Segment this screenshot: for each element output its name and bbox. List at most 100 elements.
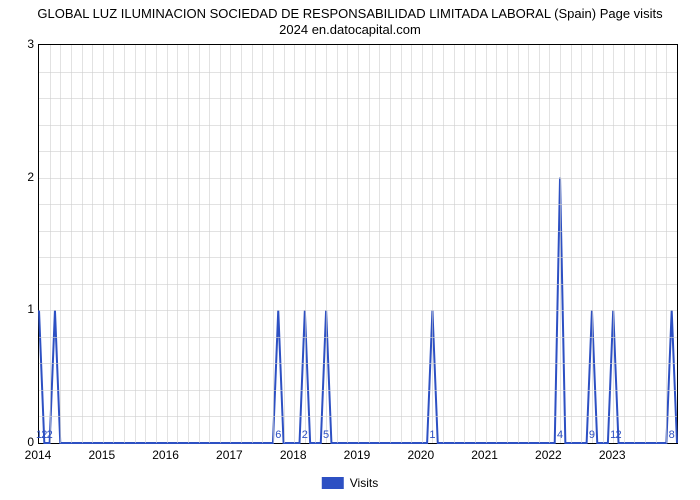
grid-horizontal	[39, 178, 677, 179]
grid-vertical	[634, 45, 635, 443]
grid-vertical	[145, 45, 146, 443]
grid-horizontal	[39, 416, 677, 417]
x-tick-label: 2015	[88, 448, 115, 462]
plot-area: 122625149128	[38, 44, 678, 444]
value-label: 5	[323, 429, 329, 441]
grid-vertical	[624, 45, 625, 443]
grid-vertical	[358, 45, 359, 443]
grid-vertical	[326, 45, 327, 443]
grid-vertical	[50, 45, 51, 443]
grid-vertical	[167, 45, 168, 443]
grid-vertical	[82, 45, 83, 443]
legend-swatch	[322, 477, 344, 489]
y-tick-label: 0	[4, 435, 34, 449]
x-tick-label: 2017	[216, 448, 243, 462]
grid-vertical	[220, 45, 221, 443]
grid-vertical	[603, 45, 604, 443]
grid-vertical	[262, 45, 263, 443]
grid-vertical	[294, 45, 295, 443]
grid-horizontal	[39, 125, 677, 126]
x-tick-label: 2021	[471, 448, 498, 462]
grid-horizontal	[39, 310, 677, 311]
grid-horizontal	[39, 390, 677, 391]
grid-vertical	[273, 45, 274, 443]
x-tick-label: 2018	[280, 448, 307, 462]
grid-horizontal	[39, 231, 677, 232]
grid-horizontal	[39, 363, 677, 364]
grid-vertical	[390, 45, 391, 443]
grid-vertical	[199, 45, 200, 443]
grid-horizontal	[39, 337, 677, 338]
x-tick-label: 2020	[407, 448, 434, 462]
grid-vertical	[188, 45, 189, 443]
grid-vertical	[135, 45, 136, 443]
value-label: 2	[47, 429, 53, 441]
grid-vertical	[103, 45, 104, 443]
grid-horizontal	[39, 257, 677, 258]
grid-horizontal	[39, 151, 677, 152]
x-tick-label: 2014	[25, 448, 52, 462]
grid-vertical	[571, 45, 572, 443]
x-tick-label: 2022	[535, 448, 562, 462]
value-label: 2	[302, 429, 308, 441]
grid-vertical	[60, 45, 61, 443]
grid-vertical	[209, 45, 210, 443]
grid-vertical	[71, 45, 72, 443]
value-label: 9	[589, 429, 595, 441]
value-label: 8	[669, 429, 675, 441]
grid-vertical	[401, 45, 402, 443]
grid-vertical	[252, 45, 253, 443]
grid-vertical	[475, 45, 476, 443]
grid-vertical	[422, 45, 423, 443]
grid-vertical	[124, 45, 125, 443]
x-tick-label: 2023	[599, 448, 626, 462]
chart-container: GLOBAL LUZ ILUMINACION SOCIEDAD DE RESPO…	[0, 0, 700, 500]
grid-vertical	[241, 45, 242, 443]
grid-vertical	[454, 45, 455, 443]
grid-vertical	[177, 45, 178, 443]
grid-vertical	[315, 45, 316, 443]
legend-text: Visits	[350, 476, 378, 490]
grid-vertical	[156, 45, 157, 443]
grid-vertical	[656, 45, 657, 443]
grid-vertical	[496, 45, 497, 443]
grid-vertical	[347, 45, 348, 443]
value-label: 4	[557, 429, 563, 441]
y-tick-label: 1	[4, 302, 34, 316]
legend: Visits	[322, 476, 378, 490]
grid-vertical	[549, 45, 550, 443]
grid-vertical	[113, 45, 114, 443]
grid-vertical	[528, 45, 529, 443]
grid-vertical	[284, 45, 285, 443]
grid-vertical	[613, 45, 614, 443]
grid-horizontal	[39, 98, 677, 99]
value-label: 1	[429, 429, 435, 441]
grid-vertical	[507, 45, 508, 443]
grid-vertical	[369, 45, 370, 443]
grid-horizontal	[39, 72, 677, 73]
grid-vertical	[230, 45, 231, 443]
grid-vertical	[379, 45, 380, 443]
grid-vertical	[305, 45, 306, 443]
grid-vertical	[592, 45, 593, 443]
y-tick-label: 3	[4, 37, 34, 51]
grid-vertical	[443, 45, 444, 443]
value-label: 6	[275, 429, 281, 441]
grid-vertical	[464, 45, 465, 443]
y-tick-label: 2	[4, 170, 34, 184]
grid-vertical	[560, 45, 561, 443]
grid-vertical	[486, 45, 487, 443]
grid-vertical	[518, 45, 519, 443]
grid-vertical	[539, 45, 540, 443]
grid-vertical	[666, 45, 667, 443]
value-label: 2	[615, 429, 621, 441]
grid-horizontal	[39, 284, 677, 285]
grid-vertical	[432, 45, 433, 443]
grid-vertical	[581, 45, 582, 443]
grid-vertical	[645, 45, 646, 443]
x-tick-label: 2016	[152, 448, 179, 462]
x-tick-label: 2019	[344, 448, 371, 462]
grid-horizontal	[39, 204, 677, 205]
chart-title: GLOBAL LUZ ILUMINACION SOCIEDAD DE RESPO…	[0, 6, 700, 37]
grid-vertical	[92, 45, 93, 443]
